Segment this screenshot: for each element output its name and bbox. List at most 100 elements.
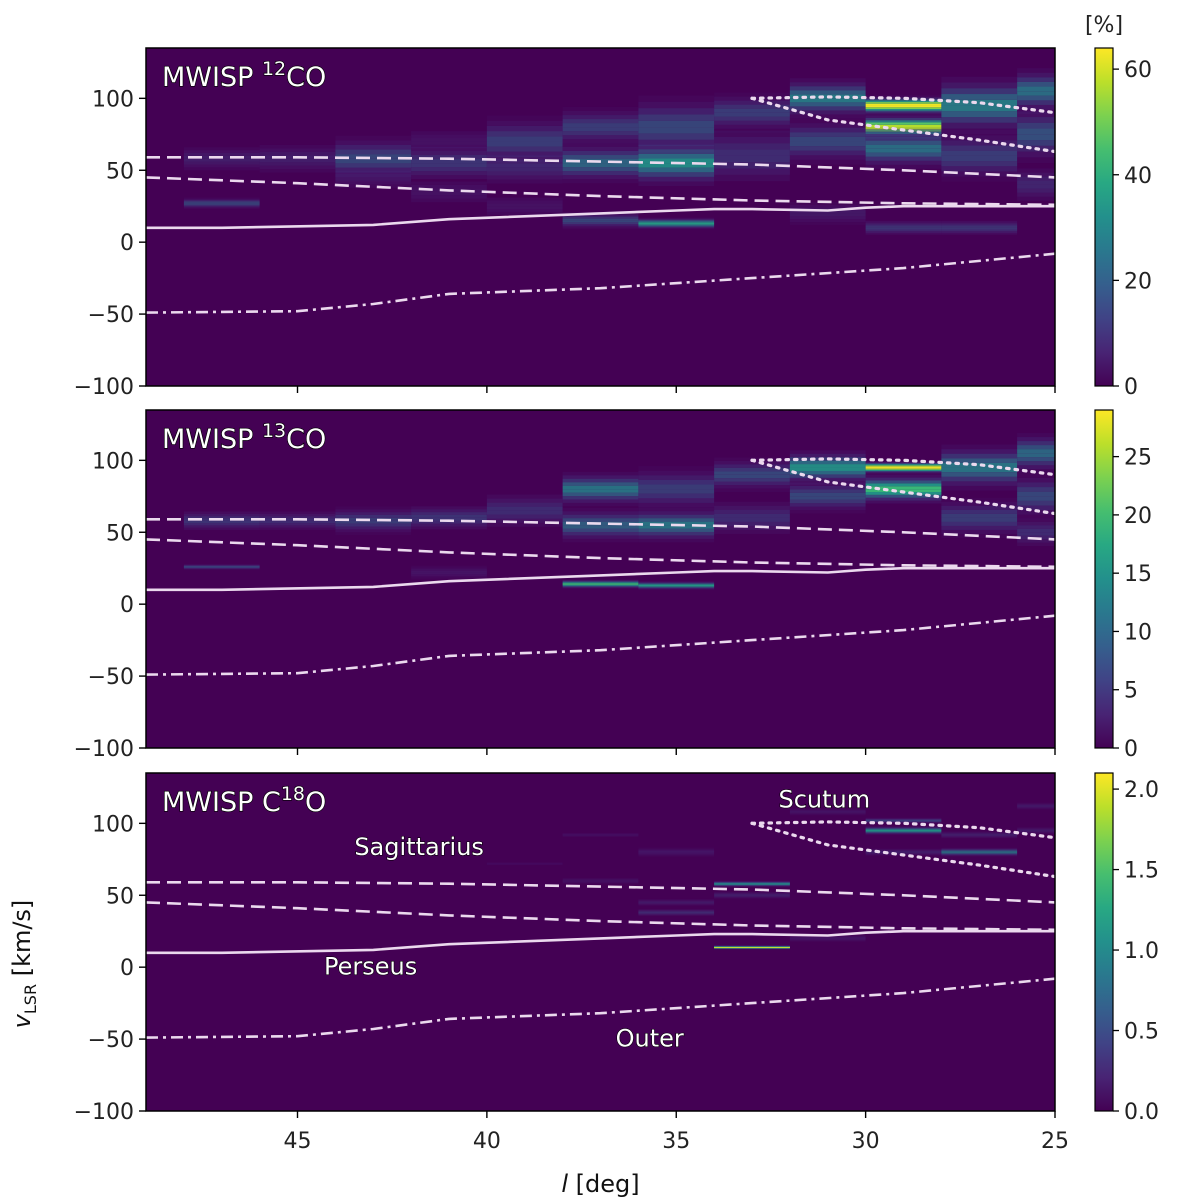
heatmap-strip xyxy=(941,497,1018,502)
heatmap-strip xyxy=(486,522,563,527)
heatmap-strip xyxy=(638,901,715,903)
heatmap-strip xyxy=(789,114,866,119)
arm-curves xyxy=(146,95,1055,314)
heatmap-strip xyxy=(941,220,1018,223)
heatmap-strip xyxy=(941,105,1018,112)
heatmap-strip xyxy=(562,514,639,519)
heatmap-strip xyxy=(183,152,260,156)
colorbar-tick-label: 2.0 xyxy=(1124,778,1159,803)
heatmap-strip xyxy=(1017,832,1055,834)
heatmap-cell xyxy=(183,197,260,210)
colorbar-1: 0 20 40 60[%] xyxy=(1085,13,1152,400)
heatmap-strip xyxy=(1017,539,1055,543)
heatmap-strip xyxy=(411,150,487,156)
heatmap-cell xyxy=(335,506,412,536)
heatmap-strip xyxy=(789,937,866,939)
heatmap-strip xyxy=(562,584,639,585)
heatmap-strip xyxy=(486,120,563,126)
heatmap-strip xyxy=(562,882,639,884)
heatmap-strip xyxy=(714,130,790,137)
heatmap-strip xyxy=(638,217,715,219)
heatmap-strip xyxy=(335,517,412,521)
heatmap-strip xyxy=(1017,806,1055,808)
heatmap-strip xyxy=(789,810,866,811)
heatmap-strip xyxy=(259,513,336,517)
heatmap-strip xyxy=(562,475,639,479)
heatmap-strip xyxy=(865,160,942,165)
heatmap-strip xyxy=(486,155,563,160)
heatmap-strip xyxy=(714,891,790,893)
heatmap-strip xyxy=(789,467,866,471)
heatmap-strip xyxy=(1017,180,1055,185)
heatmap-strip xyxy=(865,164,942,169)
heatmap-strip xyxy=(183,511,260,514)
heatmap-strip xyxy=(335,509,412,513)
heatmap-strip xyxy=(638,909,715,910)
heatmap-strip xyxy=(1017,500,1055,506)
heatmap-strip xyxy=(789,808,866,810)
heatmap-strip xyxy=(1017,437,1055,442)
heatmap-strip xyxy=(865,852,942,853)
heatmap-strip xyxy=(638,900,715,902)
arm-curve-perseus xyxy=(146,929,1055,955)
heatmap-cell xyxy=(486,862,563,865)
heatmap-strip xyxy=(411,526,487,530)
heatmap-strip xyxy=(865,473,942,475)
heatmap-strip xyxy=(183,167,260,171)
colorbar-tick-label: 0.5 xyxy=(1124,1020,1159,1045)
heatmap-strip xyxy=(865,497,942,501)
heatmap-strip xyxy=(714,881,790,883)
heatmap-strip xyxy=(789,132,866,137)
heatmap-cell xyxy=(486,151,563,184)
heatmap-cell xyxy=(865,460,942,475)
heatmap-strip xyxy=(865,820,942,822)
heatmap-strip xyxy=(562,139,639,144)
heatmap-strip xyxy=(941,458,1018,463)
colorbar-tick-label: 1.0 xyxy=(1124,939,1159,964)
heatmap-strip xyxy=(865,827,942,829)
heatmap-strip xyxy=(789,82,866,87)
heatmap-strip xyxy=(562,535,639,539)
heatmap-strip xyxy=(865,818,942,820)
heatmap-strip xyxy=(411,167,487,172)
heatmap-strip xyxy=(411,144,487,149)
heatmap-strip xyxy=(865,469,942,471)
heatmap-strip xyxy=(486,862,563,864)
heatmap-cell xyxy=(714,501,790,534)
heatmap-strip xyxy=(865,144,942,149)
heatmap-strip xyxy=(638,498,715,503)
heatmap-strip xyxy=(1017,176,1055,181)
heatmap-strip xyxy=(259,148,336,152)
heatmap-strip xyxy=(941,476,1018,482)
heatmap-strip xyxy=(562,835,639,837)
heatmap-strip xyxy=(1017,433,1055,438)
heatmap-strip xyxy=(259,151,336,156)
heatmap-strip xyxy=(335,167,412,173)
heatmap-strip xyxy=(411,138,487,142)
heatmap-strip xyxy=(789,940,866,941)
heatmap-strip xyxy=(562,531,639,536)
heatmap-strip xyxy=(335,170,412,174)
heatmap-strip xyxy=(562,834,639,836)
heatmap-strip xyxy=(714,112,790,117)
heatmap-cell xyxy=(1017,802,1055,810)
heatmap-strip xyxy=(789,812,866,814)
heatmap-strip xyxy=(183,564,260,566)
heatmap-strip xyxy=(865,231,942,233)
heatmap-strip xyxy=(1017,72,1055,78)
heatmap-strip xyxy=(941,852,1018,854)
arm-curve-sagittarius-near xyxy=(146,881,1055,904)
heatmap-strip xyxy=(562,586,639,588)
heatmap-strip xyxy=(638,221,715,223)
heatmap-strip xyxy=(789,222,866,225)
heatmap-strip xyxy=(562,222,639,225)
heatmap-strip xyxy=(865,474,942,478)
heatmap-strip xyxy=(789,506,866,511)
heatmap-strip xyxy=(941,171,1018,177)
heatmap-strip xyxy=(411,141,487,145)
heatmap-strip xyxy=(865,462,942,465)
heatmap-strip xyxy=(638,850,715,853)
heatmap-strip xyxy=(1017,457,1055,462)
heatmap-strip xyxy=(562,492,639,497)
heatmap-strip xyxy=(259,511,336,514)
